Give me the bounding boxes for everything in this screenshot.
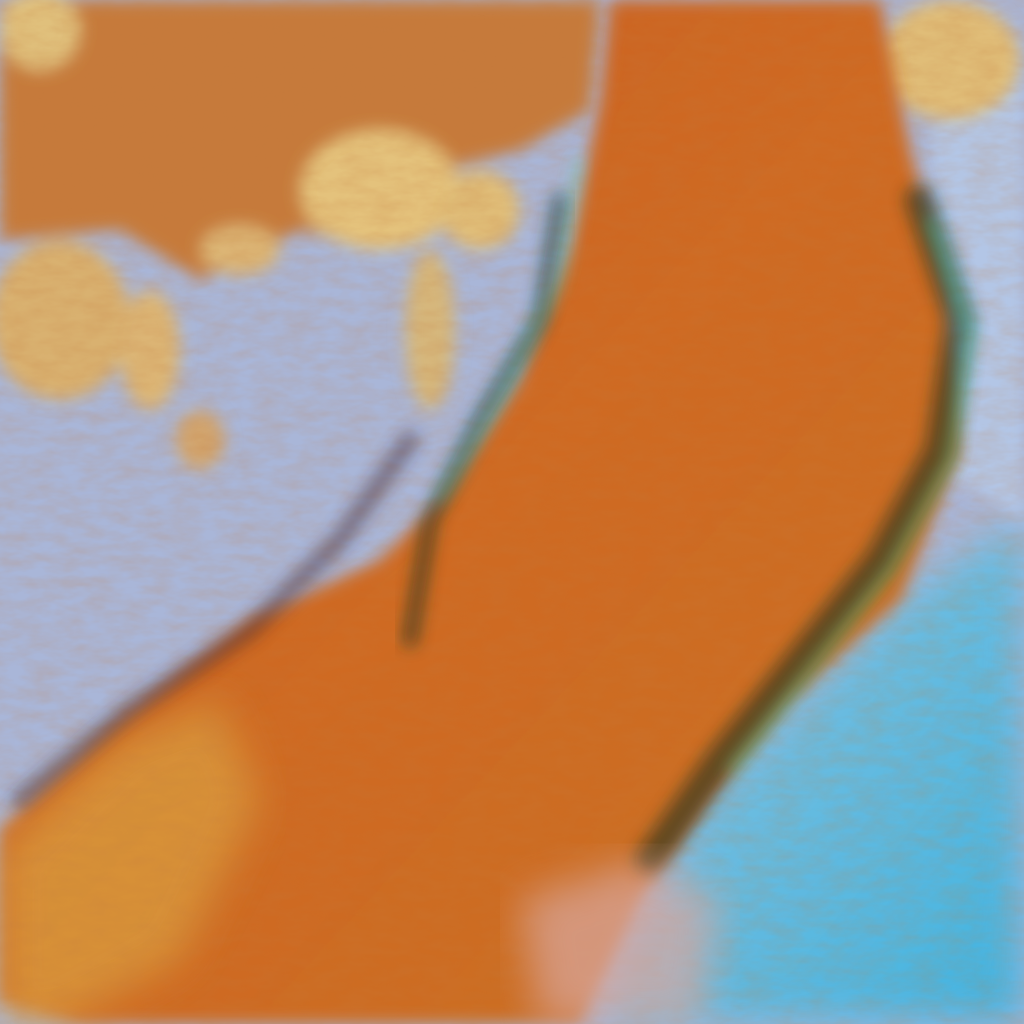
- cloud-edge-shadows: [11, 157, 976, 875]
- bottom-light-patch: [520, 860, 720, 1024]
